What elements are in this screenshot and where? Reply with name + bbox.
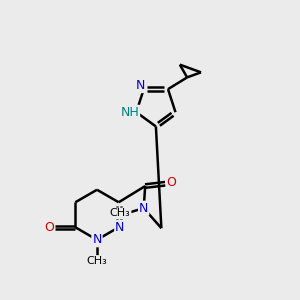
- Text: N: N: [136, 79, 145, 92]
- Text: CH₃: CH₃: [110, 208, 130, 218]
- Text: N: N: [139, 202, 148, 215]
- Text: N: N: [115, 221, 124, 234]
- Text: CH₃: CH₃: [87, 256, 107, 266]
- Text: NH: NH: [120, 106, 139, 119]
- Text: O: O: [44, 221, 54, 234]
- Text: N: N: [92, 233, 102, 246]
- Text: O: O: [167, 176, 177, 189]
